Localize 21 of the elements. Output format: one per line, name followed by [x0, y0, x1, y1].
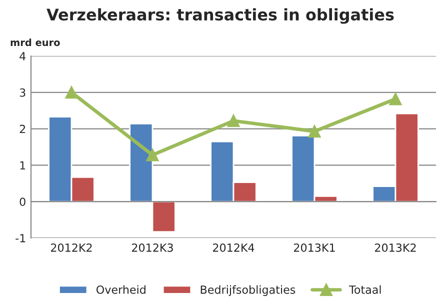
x-tick-label: 2013K2 — [374, 243, 416, 252]
x-tick-label: 2013K1 — [294, 243, 335, 252]
y-tick-label: 2 — [20, 124, 26, 134]
legend-label: Totaal — [348, 285, 381, 294]
y-tick-label: 4 — [20, 52, 26, 60]
point — [227, 114, 240, 128]
legend-label: Bedrijfsobligaties — [200, 285, 296, 296]
x-tick-label: 2012K2 — [50, 243, 92, 252]
point — [65, 86, 78, 99]
y-tick-label: 1 — [20, 161, 26, 170]
x-tick-label: 2012K3 — [132, 243, 173, 252]
chart-title: Verzekeraars: transacties in obligaties — [46, 8, 394, 24]
y-tick-label: 0 — [20, 198, 26, 206]
point — [146, 148, 159, 162]
point — [308, 125, 321, 138]
y-tick-label: -1 — [16, 234, 26, 242]
legend-label: Overheid — [96, 285, 146, 294]
y-tick-label: 3 — [20, 88, 26, 97]
x-tick-label: 2012K4 — [212, 243, 254, 252]
y-axis-title: mrd euro — [10, 38, 60, 46]
point — [389, 92, 402, 106]
